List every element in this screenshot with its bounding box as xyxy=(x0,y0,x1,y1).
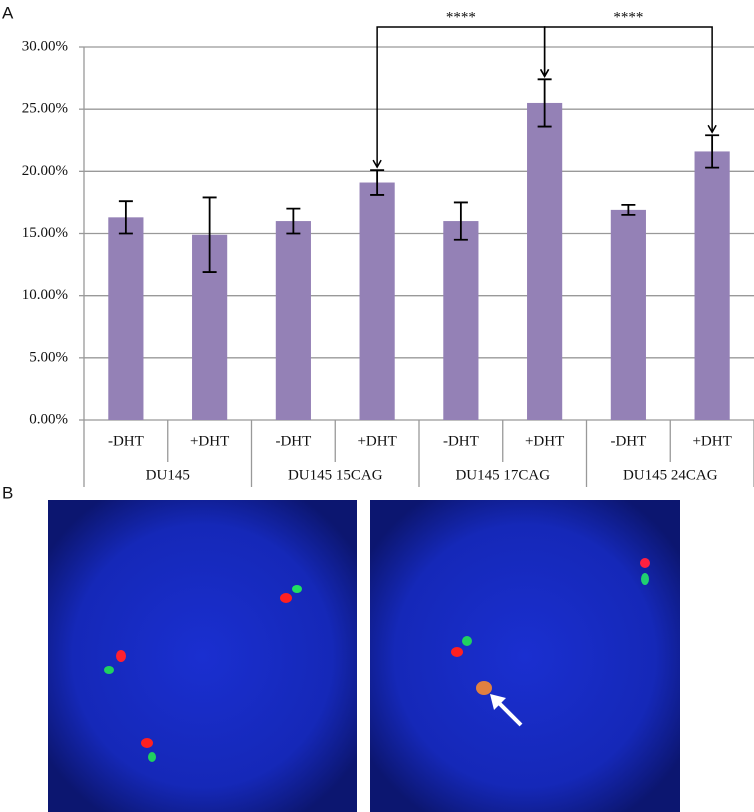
micrograph-left xyxy=(48,500,357,812)
group-label: DU145 xyxy=(146,467,190,483)
y-tick-label: 5.00% xyxy=(29,349,68,365)
panel-label: A xyxy=(2,3,14,22)
x-tick-label: -DHT xyxy=(108,433,144,449)
bar xyxy=(443,221,478,420)
micrograph-right xyxy=(370,500,680,812)
bar xyxy=(276,221,311,420)
bar xyxy=(108,217,143,420)
bar xyxy=(360,183,395,420)
bar xyxy=(611,210,646,420)
significance-bracket xyxy=(377,27,545,167)
significance-label: **** xyxy=(446,9,476,25)
x-tick-label: +DHT xyxy=(190,433,229,449)
y-tick-label: 25.00% xyxy=(22,101,68,117)
group-label: DU145 24CAG xyxy=(623,467,718,483)
significance-bracket xyxy=(545,27,713,132)
y-tick-label: 0.00% xyxy=(29,411,68,427)
x-tick-label: +DHT xyxy=(525,433,564,449)
group-label: DU145 17CAG xyxy=(455,467,550,483)
x-tick-label: -DHT xyxy=(443,433,479,449)
bar-chart: 0.00% 5.00% 10.00% 15.00% 20.00% 25.00% 30.00%… xyxy=(22,9,754,487)
panel-label: B xyxy=(2,483,13,502)
x-tick-label: +DHT xyxy=(357,433,396,449)
bar xyxy=(527,103,562,420)
y-tick-label: 15.00% xyxy=(22,225,68,241)
y-tick-label: 30.00% xyxy=(22,38,68,54)
y-tick-label: 10.00% xyxy=(22,287,68,303)
x-tick-label: +DHT xyxy=(692,433,731,449)
figure: A B 0.00% 5.00% 10.00% 15.00% 20.00% 25.00% 30… xyxy=(0,0,754,812)
x-tick-label: -DHT xyxy=(275,433,311,449)
significance-label: **** xyxy=(613,9,643,25)
y-tick-label: 20.00% xyxy=(22,163,68,179)
bar xyxy=(695,151,730,420)
group-label: DU145 15CAG xyxy=(288,467,383,483)
x-tick-label: -DHT xyxy=(610,433,646,449)
